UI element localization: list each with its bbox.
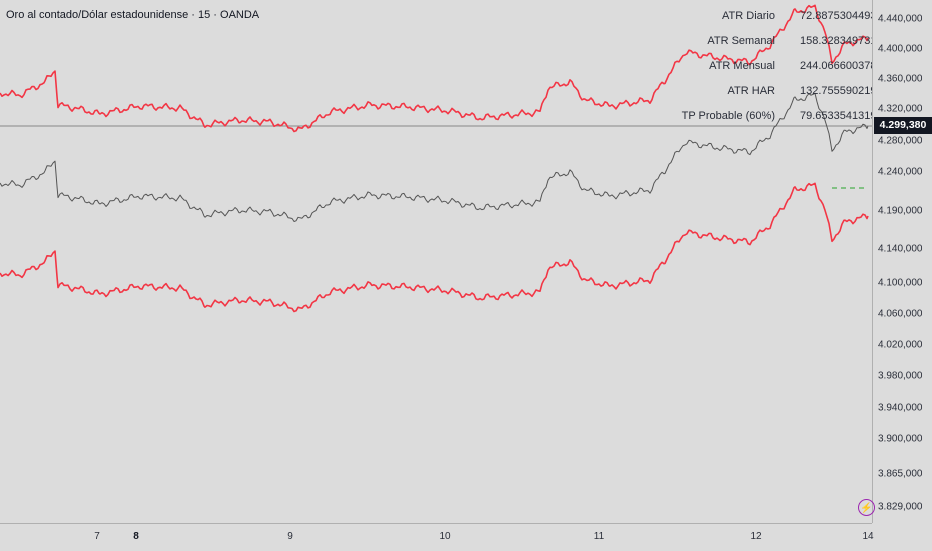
price-axis-label: 4.100,000	[878, 277, 923, 289]
price-axis-label: 4.190,000	[878, 205, 923, 217]
atr-row-mensual: ATR Mensual 244.066600378	[705, 60, 877, 78]
time-axis-label: 8	[133, 531, 139, 542]
time-axis-label: 11	[593, 531, 605, 542]
price-axis-label: 4.440,000	[878, 13, 923, 25]
chart-plot-area[interactable]	[0, 0, 872, 523]
time-axis[interactable]: 7 8 9 10 11 12 14	[0, 523, 874, 551]
time-axis-label: 10	[439, 531, 451, 542]
atr-value: 132.7555902198	[800, 85, 883, 97]
atr-name: ATR Mensual	[709, 60, 775, 72]
atr-name: ATR Semanal	[707, 35, 775, 47]
price-axis-label: 3.865,000	[878, 468, 923, 480]
atr-row-har: ATR HAR 132.7555902198	[705, 85, 883, 103]
lower-atr-band	[0, 182, 869, 313]
price-axis[interactable]	[872, 0, 932, 523]
atr-value: 79.6533541319	[800, 110, 877, 122]
price-axis-label: 3.829,000	[878, 501, 923, 513]
atr-name: ATR Diario	[722, 10, 775, 22]
time-axis-label: 7	[94, 531, 100, 542]
atr-name: ATR HAR	[727, 85, 775, 97]
atr-name: TP Probable (60%)	[681, 110, 775, 122]
lightning-icon[interactable]: ⚡	[858, 499, 875, 516]
price-axis-label: 4.400,000	[878, 43, 923, 55]
price-axis-label: 4.320,000	[878, 103, 923, 115]
atr-value: 244.066600378	[800, 60, 877, 72]
price-series-line	[0, 92, 869, 222]
price-axis-label: 4.140,000	[878, 243, 923, 255]
time-axis-label: 14	[862, 531, 874, 542]
price-axis-label: 4.240,000	[878, 166, 923, 178]
atr-value: 158.3283497318	[800, 35, 883, 47]
atr-row-tp-probable: TP Probable (60%) 79.6533541319	[682, 110, 877, 128]
price-axis-label: 3.980,000	[878, 370, 923, 382]
time-axis-label: 12	[750, 531, 762, 542]
price-axis-label: 3.900,000	[878, 433, 923, 445]
price-axis-label: 4.060,000	[878, 308, 923, 320]
atr-row-diario: ATR Diario 72.8875304493	[705, 10, 877, 28]
price-axis-label: 4.280,000	[878, 135, 923, 147]
time-axis-label: 9	[287, 531, 293, 542]
atr-row-semanal: ATR Semanal 158.3283497318	[705, 35, 882, 53]
atr-value: 72.8875304493	[800, 10, 877, 22]
symbol-title[interactable]: Oro al contado/Dólar estadounidense · 15…	[6, 9, 260, 21]
price-axis-label: 4.020,000	[878, 339, 923, 351]
price-axis-label: 4.360,000	[878, 73, 923, 85]
current-price-tag: 4.299,380	[874, 117, 932, 134]
upper-atr-band	[0, 4, 869, 133]
price-axis-label: 3.940,000	[878, 402, 923, 414]
